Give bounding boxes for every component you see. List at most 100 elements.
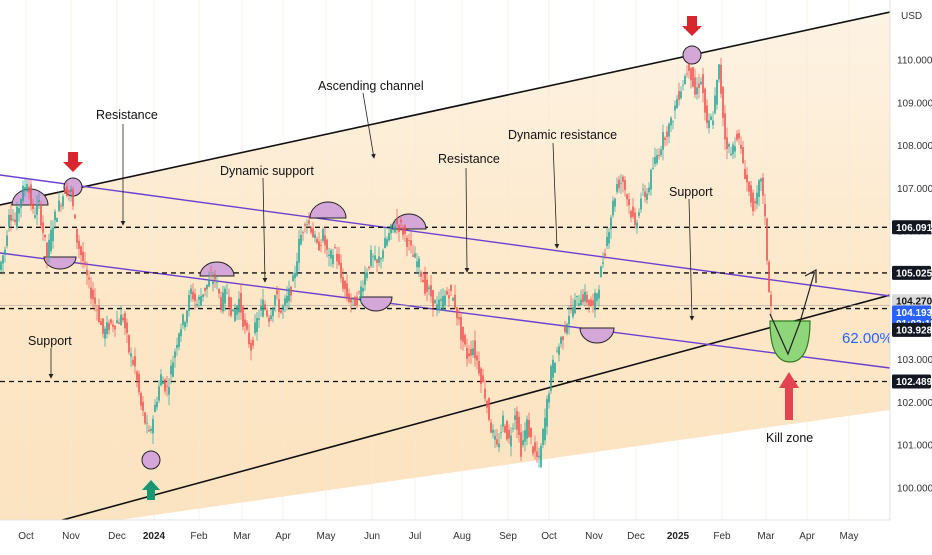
candle-body: [598, 289, 600, 299]
time-tick-label: Dec: [627, 531, 645, 542]
candle-body: [472, 348, 474, 356]
candle-body: [580, 299, 582, 306]
candle-body: [44, 234, 46, 238]
candle-body: [708, 120, 710, 128]
candle-body: [636, 222, 638, 229]
candle-body: [268, 317, 270, 322]
candle-body: [394, 226, 396, 233]
candle-body: [52, 227, 54, 242]
candle-body: [646, 193, 648, 200]
candle-body: [608, 232, 610, 244]
touch-markers: [11, 45, 702, 470]
candle-body: [550, 366, 552, 391]
candle-body: [64, 189, 66, 194]
candle-body: [574, 299, 576, 314]
candle-body: [200, 296, 202, 306]
candle-body: [606, 236, 608, 246]
candle-body: [406, 237, 408, 247]
candle-body: [724, 113, 726, 140]
candle-body: [410, 240, 412, 246]
candle-body: [602, 262, 604, 264]
touch-marker-bottom: [359, 296, 393, 312]
candle-body: [316, 238, 318, 243]
candle-body: [180, 329, 182, 337]
price-candles: [0, 57, 772, 469]
candle-body: [108, 323, 110, 331]
candle-body: [344, 280, 346, 290]
candle-body: [398, 225, 400, 232]
candle-body: [232, 309, 234, 312]
time-tick-label: Dec: [108, 531, 126, 542]
candle-body: [270, 315, 272, 320]
candle-body: [188, 294, 190, 312]
candle-body: [568, 315, 570, 325]
candle-body: [632, 206, 634, 217]
candle-body: [516, 411, 518, 430]
candle-body: [282, 305, 284, 311]
candle-body: [326, 239, 328, 250]
candle-body: [612, 200, 614, 216]
candle-body: [146, 422, 148, 424]
candle-body: [150, 428, 152, 431]
candle-body: [122, 317, 124, 321]
price-tick-label: 102.000: [897, 398, 932, 409]
candle-body: [452, 298, 454, 301]
candle-body: [346, 283, 348, 297]
candle-body: [652, 167, 654, 169]
candle-body: [656, 155, 658, 164]
candle-body: [514, 415, 516, 420]
candle-body: [174, 351, 176, 358]
candle-body: [666, 131, 668, 137]
candle-body: [292, 275, 294, 282]
touch-marker-top: [199, 261, 235, 277]
candle-body: [290, 286, 292, 296]
candle-body: [684, 76, 686, 85]
candle-body: [234, 310, 236, 321]
time-tick-label: Oct: [541, 531, 557, 542]
candle-body: [486, 401, 488, 408]
candle-body: [510, 435, 512, 447]
candle-body: [286, 295, 288, 303]
candle-body: [190, 288, 192, 294]
candle-body: [572, 307, 574, 317]
candle-body: [446, 290, 448, 295]
candle-body: [474, 340, 476, 359]
candle-body: [74, 214, 76, 219]
candle-body: [628, 199, 630, 206]
candle-body: [534, 442, 536, 452]
time-axis[interactable]: [0, 520, 890, 550]
candle-body: [690, 67, 692, 81]
candle-body: [560, 337, 562, 344]
candle-body: [68, 190, 70, 193]
candle-body: [2, 255, 4, 264]
currency-label: USD: [901, 11, 922, 22]
candle-body: [442, 296, 444, 309]
candle-body: [734, 146, 736, 152]
candle-body: [132, 360, 134, 365]
kill-zone-shape: [769, 320, 811, 363]
candle-body: [272, 307, 274, 317]
red-down-arrow: [63, 152, 83, 172]
candle-body: [284, 298, 286, 306]
candle-body: [40, 204, 42, 226]
candle-body: [402, 227, 404, 236]
price-badge: [892, 294, 931, 309]
candle-body: [342, 277, 344, 289]
candle-body: [376, 259, 378, 263]
candle-body: [120, 314, 122, 326]
candle-body: [240, 292, 242, 313]
candle-body: [360, 286, 362, 299]
candle-body: [478, 361, 480, 374]
candle-body: [518, 416, 520, 435]
price-tick-label: 108.000: [897, 141, 932, 152]
label-ascending-channel: Ascending channel: [318, 79, 424, 93]
candle-body: [512, 428, 514, 430]
candle-body: [104, 328, 106, 339]
candle-body: [456, 307, 458, 319]
time-tick-label: Nov: [62, 531, 80, 542]
price-badge-label: 102.489: [896, 377, 932, 388]
touch-marker-circle: [141, 450, 161, 470]
candle-body: [542, 429, 544, 446]
